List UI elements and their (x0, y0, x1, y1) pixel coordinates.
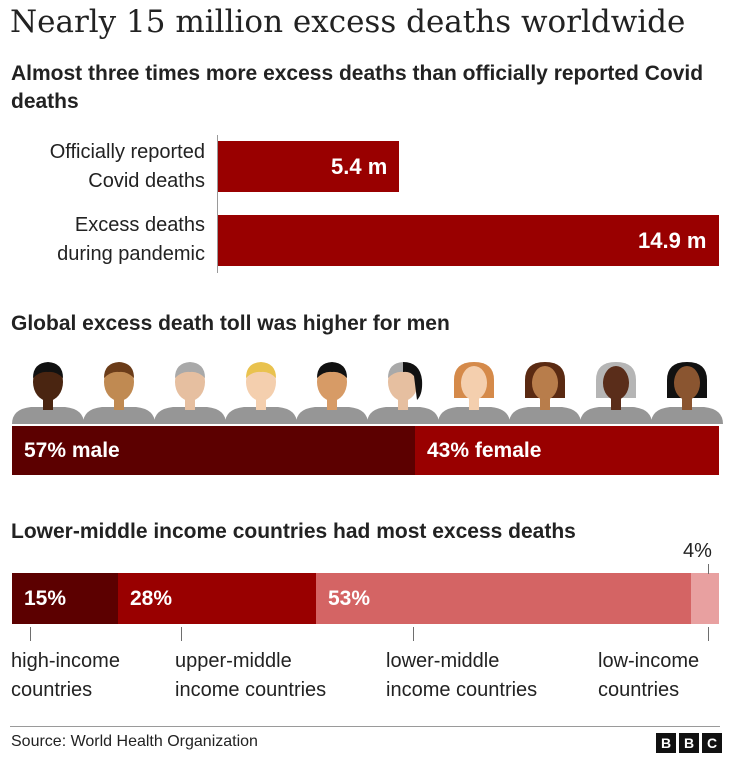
income-segment-4 (691, 573, 719, 624)
gender-stacked-bar: 57% male 43% female (12, 426, 719, 475)
category-label-low-income-line1: low-income (598, 650, 700, 672)
gender-segment-label-2: 43% female (427, 439, 542, 462)
person-icon-6 (367, 362, 439, 424)
gender-segment-1 (12, 426, 415, 475)
category-label-upper-middle-line2: income countries (175, 679, 327, 701)
category-label-high-income-line1: high-income (11, 650, 120, 672)
bar-label-reported-line2: Covid deaths (88, 170, 205, 192)
bar-label-excess-line1: Excess deaths (74, 214, 205, 236)
low-income-leader-line (708, 564, 709, 574)
people-illustration (12, 362, 723, 424)
income-segment-3 (316, 573, 691, 624)
chart-title: Nearly 15 million excess deaths worldwid… (10, 4, 686, 40)
person-icon-7 (438, 362, 510, 424)
bbc-logo-letter-3: C (702, 733, 722, 753)
bar-excess (217, 215, 719, 266)
tick-high-income (30, 627, 31, 641)
bar-value-excess: 14.9 m (638, 228, 707, 253)
person-icon-5 (296, 362, 368, 424)
category-label-low-income-line2: countries (598, 679, 680, 701)
bar-axis (217, 135, 218, 273)
bar-label-excess: Excess deaths during pandemic (57, 211, 205, 269)
category-label-upper-middle: upper-middle income countries (175, 647, 326, 705)
gender-segment-2 (415, 426, 719, 475)
person-icon-1 (12, 362, 84, 424)
bar-reported (217, 141, 399, 192)
category-label-lower-middle-line2: income countries (386, 679, 538, 701)
category-label-lower-middle: lower-middle income countries (386, 647, 537, 705)
person-icon-2 (83, 362, 155, 424)
person-icon-3 (154, 362, 226, 424)
tick-lower-middle (413, 627, 414, 641)
bar-value-reported: 5.4 m (331, 154, 388, 179)
deaths-section-title: Almost three times more excess deaths th… (11, 62, 704, 113)
income-segment-label-1: 15% (24, 587, 67, 610)
tick-low-income (708, 627, 709, 641)
income-section-title: Lower-middle income countries had most e… (11, 520, 576, 543)
gender-segment-label-1: 57% male (24, 439, 120, 462)
person-icon-9 (580, 362, 652, 424)
bbc-logo-letter-1: B (656, 733, 676, 753)
category-label-high-income: high-income countries (11, 647, 120, 705)
tick-upper-middle (181, 627, 182, 641)
gender-section-title: Global excess death toll was higher for … (11, 312, 450, 335)
bbc-logo-letter-2: B (679, 733, 699, 753)
income-segment-label-3: 53% (328, 587, 371, 610)
income-segment-1 (12, 573, 118, 624)
footer-divider (10, 726, 720, 727)
income-segment-label-2: 28% (130, 587, 173, 610)
person-icon-10 (651, 362, 723, 424)
person-icon-4 (225, 362, 297, 424)
source-note: Source: World Health Organization (11, 733, 258, 750)
bar-label-reported-line1: Officially reported (49, 141, 205, 163)
category-label-high-income-line2: countries (11, 679, 93, 701)
income-segment-2 (118, 573, 316, 624)
person-icon-8 (509, 362, 581, 424)
category-label-upper-middle-line1: upper-middle (175, 650, 292, 672)
income-stacked-bar: 15% 28% 53% (12, 573, 719, 624)
low-income-value-label: 4% (683, 540, 712, 562)
category-label-low-income: low-income countries (598, 647, 699, 705)
bar-label-excess-line2: during pandemic (57, 243, 205, 265)
bar-label-reported: Officially reported Covid deaths (50, 138, 205, 196)
category-label-lower-middle-line1: lower-middle (386, 650, 500, 672)
